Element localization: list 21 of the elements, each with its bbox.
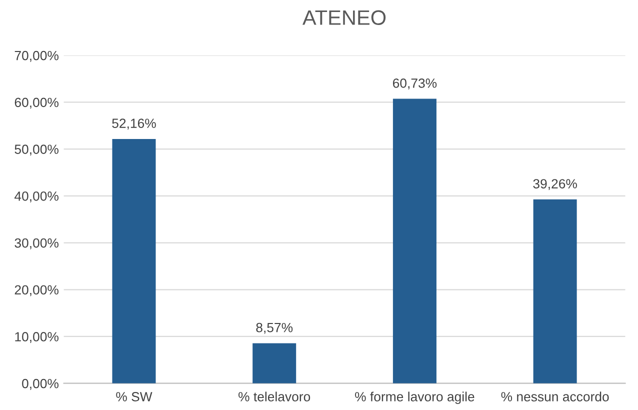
data-label: 52,16% [112, 118, 156, 130]
y-tick-label: 40,00% [14, 191, 58, 202]
chart-title: ATENEO [302, 10, 386, 25]
y-tick-label: 50,00% [14, 144, 58, 156]
y-tick-label: 70,00% [14, 50, 58, 62]
data-label: 39,26% [533, 179, 577, 190]
y-tick-label: 0,00% [22, 378, 58, 390]
y-tick-label: 20,00% [14, 285, 58, 296]
data-label: 8,57% [256, 322, 293, 334]
x-tick-label: % telelavoro [238, 392, 310, 402]
x-tick-label: % SW [116, 392, 152, 402]
bar [252, 343, 296, 384]
x-tick-label: % nessun accordo [501, 392, 609, 402]
y-tick-label: 60,00% [14, 98, 58, 109]
y-tick-label: 10,00% [15, 332, 58, 343]
data-label: 60,73% [392, 78, 437, 90]
bar [112, 138, 156, 384]
y-tick-label: 30,00% [14, 238, 58, 250]
bar [392, 98, 436, 384]
bar [533, 199, 577, 384]
x-tick-label: % forme lavoro agile [355, 392, 474, 404]
